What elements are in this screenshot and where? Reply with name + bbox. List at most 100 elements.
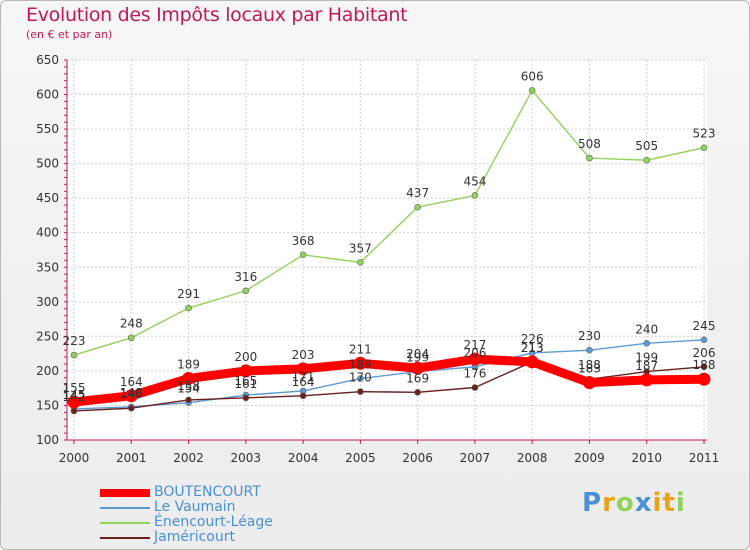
x-tick-label: 2000: [59, 451, 90, 465]
data-point: [700, 144, 708, 152]
data-point: [357, 375, 364, 382]
data-label: 437: [406, 186, 429, 200]
data-point: [296, 362, 310, 376]
y-tick-label: 550: [36, 122, 59, 136]
data-label: 211: [349, 342, 372, 356]
data-point: [299, 392, 307, 400]
data-point: [471, 384, 479, 391]
y-tick-label: 150: [36, 398, 59, 412]
data-label: 508: [578, 137, 601, 151]
data-label: 183: [578, 362, 601, 376]
data-point: [640, 373, 654, 387]
data-point: [582, 376, 596, 390]
data-label: 217: [463, 338, 486, 352]
data-point: [525, 355, 539, 369]
legend-swatch: [100, 507, 150, 509]
data-label: 169: [406, 371, 429, 385]
data-point: [67, 395, 81, 409]
data-label: 223: [63, 334, 86, 348]
x-tick-label: 2010: [631, 451, 662, 465]
data-label: 213: [521, 341, 544, 355]
data-point: [643, 156, 651, 164]
proxiti-logo: Proxiti: [582, 488, 686, 518]
data-label: 165: [234, 374, 257, 388]
y-tick-label: 250: [36, 329, 59, 343]
x-tick-label: 2006: [402, 451, 433, 465]
data-label: 187: [635, 359, 658, 373]
data-point: [643, 339, 651, 347]
data-label: 176: [463, 366, 486, 380]
x-tick-label: 2001: [116, 451, 147, 465]
data-label: 245: [693, 319, 716, 333]
data-label: 200: [234, 350, 257, 364]
y-tick-label: 200: [36, 364, 59, 378]
data-point: [586, 346, 593, 354]
series-lines: [67, 87, 711, 415]
y-tick-label: 600: [36, 88, 59, 102]
data-label: 240: [635, 322, 658, 336]
data-point: [127, 404, 135, 412]
data-label: 368: [292, 234, 315, 248]
data-label: 164: [292, 375, 315, 389]
data-point: [700, 336, 708, 344]
data-label: 161: [234, 377, 257, 391]
data-label: 230: [578, 329, 601, 343]
data-label: 213: [521, 341, 544, 355]
y-tick-label: 500: [36, 157, 59, 171]
data-point: [414, 203, 421, 211]
series-line-0: [69, 354, 709, 407]
series-line-1: [73, 339, 705, 410]
data-point: [70, 407, 78, 415]
data-point: [700, 363, 708, 371]
legend-swatch: [100, 489, 150, 497]
data-point: [70, 351, 78, 359]
legend-swatch: [100, 522, 150, 524]
x-tick-label: 2011: [689, 451, 720, 465]
data-point: [239, 364, 253, 378]
data-label: 199: [406, 351, 429, 365]
data-point: [353, 356, 367, 370]
legend-swatch: [100, 537, 150, 539]
legend-label: Jaméricourt: [154, 529, 235, 545]
data-point: [471, 192, 479, 199]
data-point: [242, 287, 250, 295]
data-label: 316: [234, 270, 257, 284]
data-label: 454: [463, 174, 486, 188]
legend-label: BOUTENCOURT: [154, 484, 261, 500]
data-label: 146: [120, 387, 143, 401]
axes: 100 150 200 250 300 350 400 450 500 550 600 650 2000…: [36, 53, 719, 465]
data-label: 155: [63, 381, 86, 395]
data-label: 204: [406, 347, 429, 361]
data-point: [468, 352, 482, 366]
data-label: 606: [521, 69, 544, 83]
data-point: [124, 389, 138, 403]
data-label: 226: [521, 332, 544, 346]
data-point: [528, 87, 536, 94]
data-point: [127, 334, 135, 342]
y-tick-label: 100: [36, 433, 59, 447]
x-tick-label: 2005: [345, 451, 376, 465]
legend-label: Énencourt-Léage: [154, 514, 273, 530]
data-label: 145: [63, 388, 86, 402]
x-tick-label: 2007: [460, 451, 491, 465]
data-label: 171: [292, 370, 315, 384]
data-point: [586, 154, 593, 162]
data-label: 291: [177, 287, 200, 301]
data-label: 164: [120, 375, 143, 389]
data-label: 505: [635, 139, 658, 153]
data-label: 203: [292, 348, 315, 362]
data-label: 523: [693, 127, 716, 141]
x-tick-label: 2003: [231, 451, 262, 465]
data-point: [242, 394, 250, 402]
data-point: [182, 372, 196, 386]
data-label: 188: [578, 358, 601, 372]
chart-title: Evolution des Impôts locaux par Habitant: [26, 4, 408, 26]
data-point: [357, 259, 364, 266]
data-label: 248: [120, 317, 143, 331]
plot-area: [67, 60, 707, 440]
chart-subtitle: (en € et par an): [26, 28, 113, 41]
y-tick-label: 650: [36, 53, 59, 67]
data-label: 158: [177, 379, 200, 393]
